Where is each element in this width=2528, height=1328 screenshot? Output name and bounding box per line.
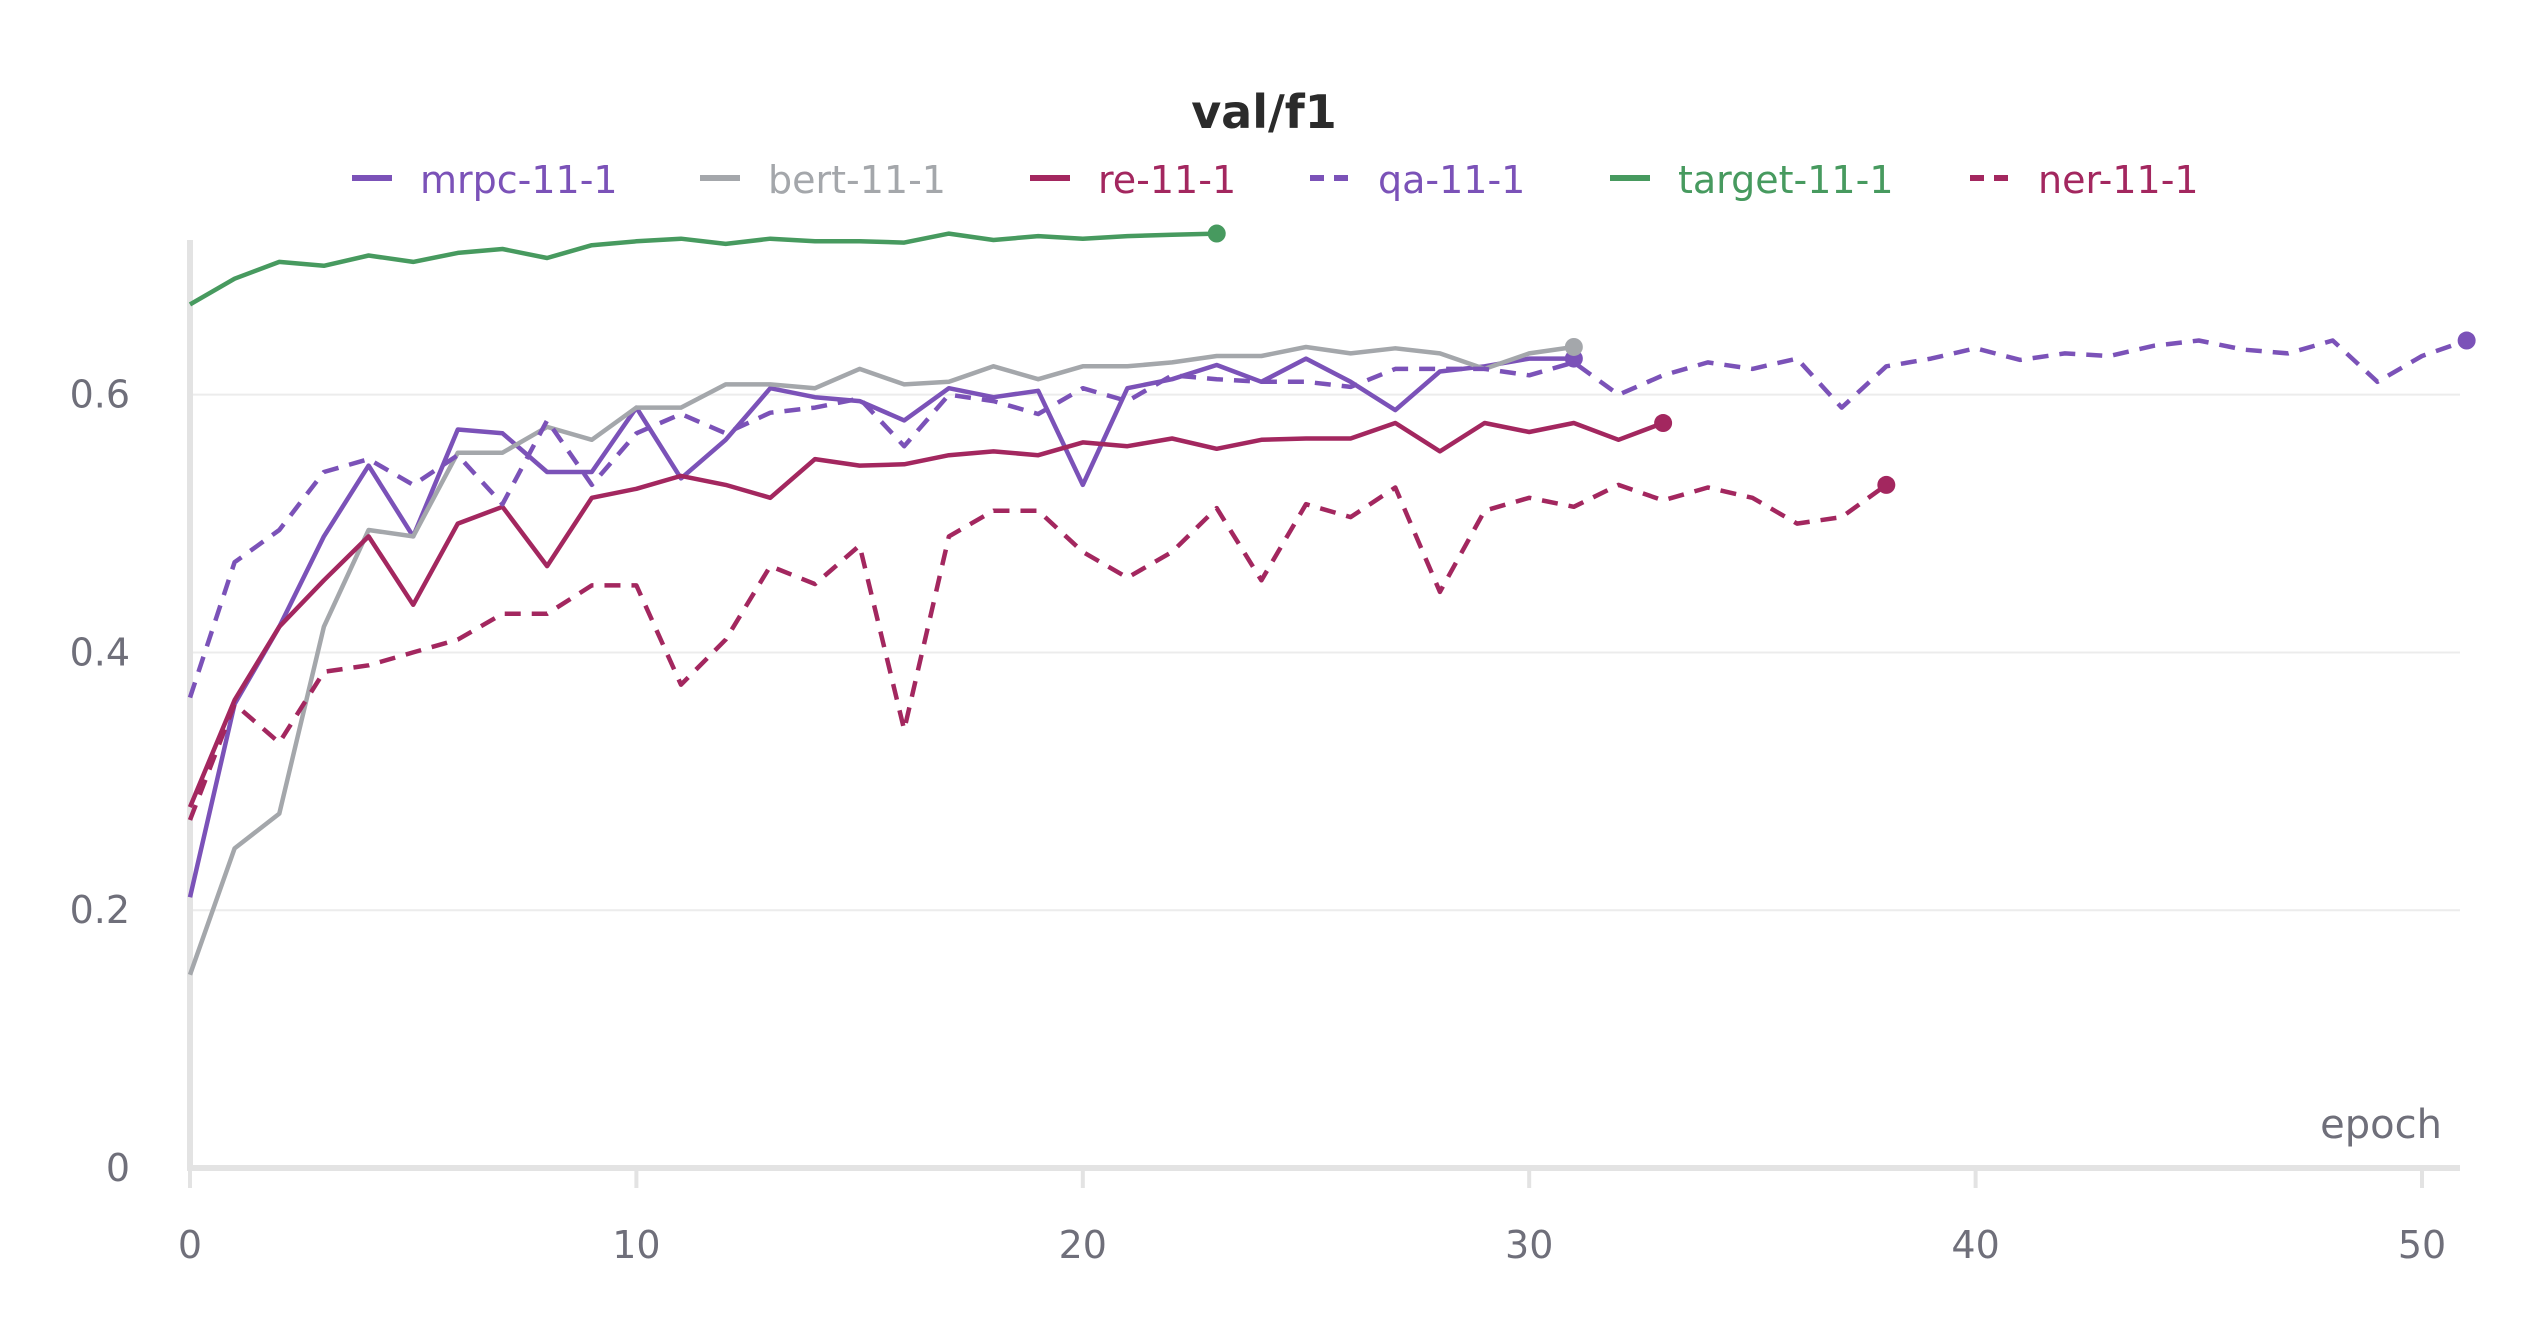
legend-label: qa-11-1 [1378, 158, 1525, 202]
legend: mrpc-11-1 bert-11-1 re-11-1 qa-11-1 target-1… [352, 158, 2199, 202]
y-tick-label: 0.4 [70, 630, 130, 674]
legend-label: mrpc-11-1 [420, 158, 618, 202]
series-endpoint-ner-11-1 [1877, 475, 1896, 494]
y-tick-label: 0.2 [70, 888, 130, 932]
gridlines [190, 393, 2460, 912]
x-tick-label: 50 [2398, 1223, 2446, 1267]
series-endpoint-qa-11-1 [2457, 331, 2476, 350]
legend-item-re-11-1[interactable]: re-11-1 [1030, 158, 1236, 202]
x-tick-label: 40 [1951, 1223, 1999, 1267]
x-tick-label: 10 [612, 1223, 660, 1267]
series-line-qa-11-1 [187, 338, 2468, 699]
legend-item-mrpc-11-1[interactable]: mrpc-11-1 [352, 158, 618, 202]
y-tick-label: 0.6 [70, 373, 130, 417]
series-line-ner-11-1 [187, 482, 1888, 821]
x-tick-label: 20 [1059, 1223, 1107, 1267]
legend-item-ner-11-1[interactable]: ner-11-1 [1970, 158, 2199, 202]
series-endpoint-bert-11-1 [1564, 337, 1583, 356]
legend-label: re-11-1 [1098, 158, 1236, 202]
x-tick-label: 30 [1505, 1223, 1553, 1267]
series-lines [187, 224, 2476, 976]
legend-label: bert-11-1 [768, 158, 946, 202]
series-endpoint-re-11-1 [1654, 414, 1673, 433]
series-line-re-11-1 [187, 420, 1664, 808]
series-line-target-11-1 [188, 231, 1217, 307]
legend-item-qa-11-1[interactable]: qa-11-1 [1310, 158, 1525, 202]
legend-item-target-11-1[interactable]: target-11-1 [1610, 158, 1894, 202]
x-axis-ticks: 0 10 20 30 40 50 [178, 1168, 2446, 1267]
y-tick-label: 0 [106, 1146, 130, 1190]
chart-title: val/f1 [1191, 85, 1337, 139]
legend-label: ner-11-1 [2038, 158, 2199, 202]
legend-item-bert-11-1[interactable]: bert-11-1 [700, 158, 946, 202]
series-line-bert-11-1 [187, 344, 1575, 976]
legend-label: target-11-1 [1678, 158, 1894, 202]
x-tick-label: 0 [178, 1223, 202, 1267]
series-line-mrpc-11-1 [187, 356, 1574, 898]
y-axis-ticks: 0 0.2 0.4 0.6 [70, 373, 130, 1190]
series-endpoint-target-11-1 [1207, 224, 1226, 243]
x-axis-label: epoch [2320, 1102, 2442, 1148]
